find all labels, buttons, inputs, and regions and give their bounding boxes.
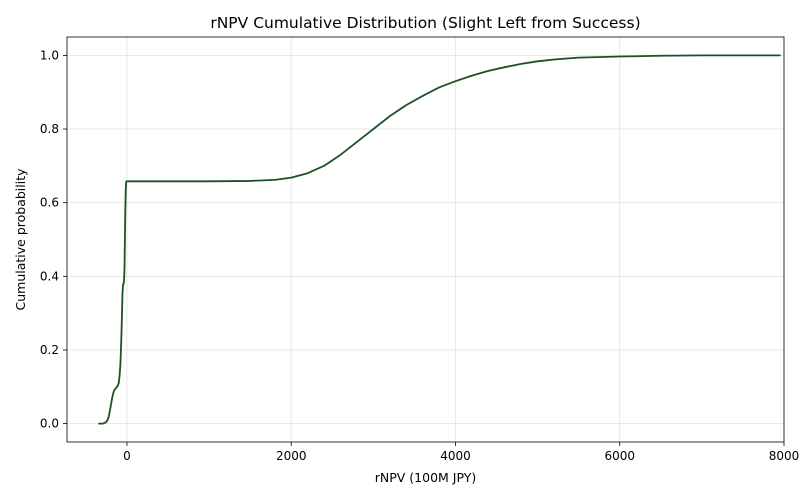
x-tick-label: 0 <box>123 449 131 463</box>
x-tick-label: 8000 <box>769 449 800 463</box>
axes-frame <box>66 36 785 443</box>
y-tick-label: 0.0 <box>40 417 59 431</box>
y-tick-label: 0.4 <box>40 269 59 283</box>
x-axis-label: rNPV (100M JPY) <box>375 470 477 485</box>
x-tick-label: 6000 <box>604 449 635 463</box>
y-axis-label: Cumulative probability <box>13 168 28 311</box>
y-tick-label: 0.2 <box>40 343 59 357</box>
y-tick-label: 0.6 <box>40 196 59 210</box>
series-layer <box>98 54 781 425</box>
cdf-series-line <box>98 54 781 425</box>
y-tick-label: 0.8 <box>40 122 59 136</box>
x-axis: 0 2000 4000 6000 8000 <box>123 442 799 463</box>
x-tick-label: 4000 <box>440 449 471 463</box>
y-tick-label: 1.0 <box>40 48 59 62</box>
x-tick-label: 2000 <box>276 449 307 463</box>
y-axis: 0.0 0.2 0.4 0.6 0.8 1.0 <box>40 48 67 431</box>
chart-title: rNPV Cumulative Distribution (Slight Lef… <box>210 14 640 32</box>
